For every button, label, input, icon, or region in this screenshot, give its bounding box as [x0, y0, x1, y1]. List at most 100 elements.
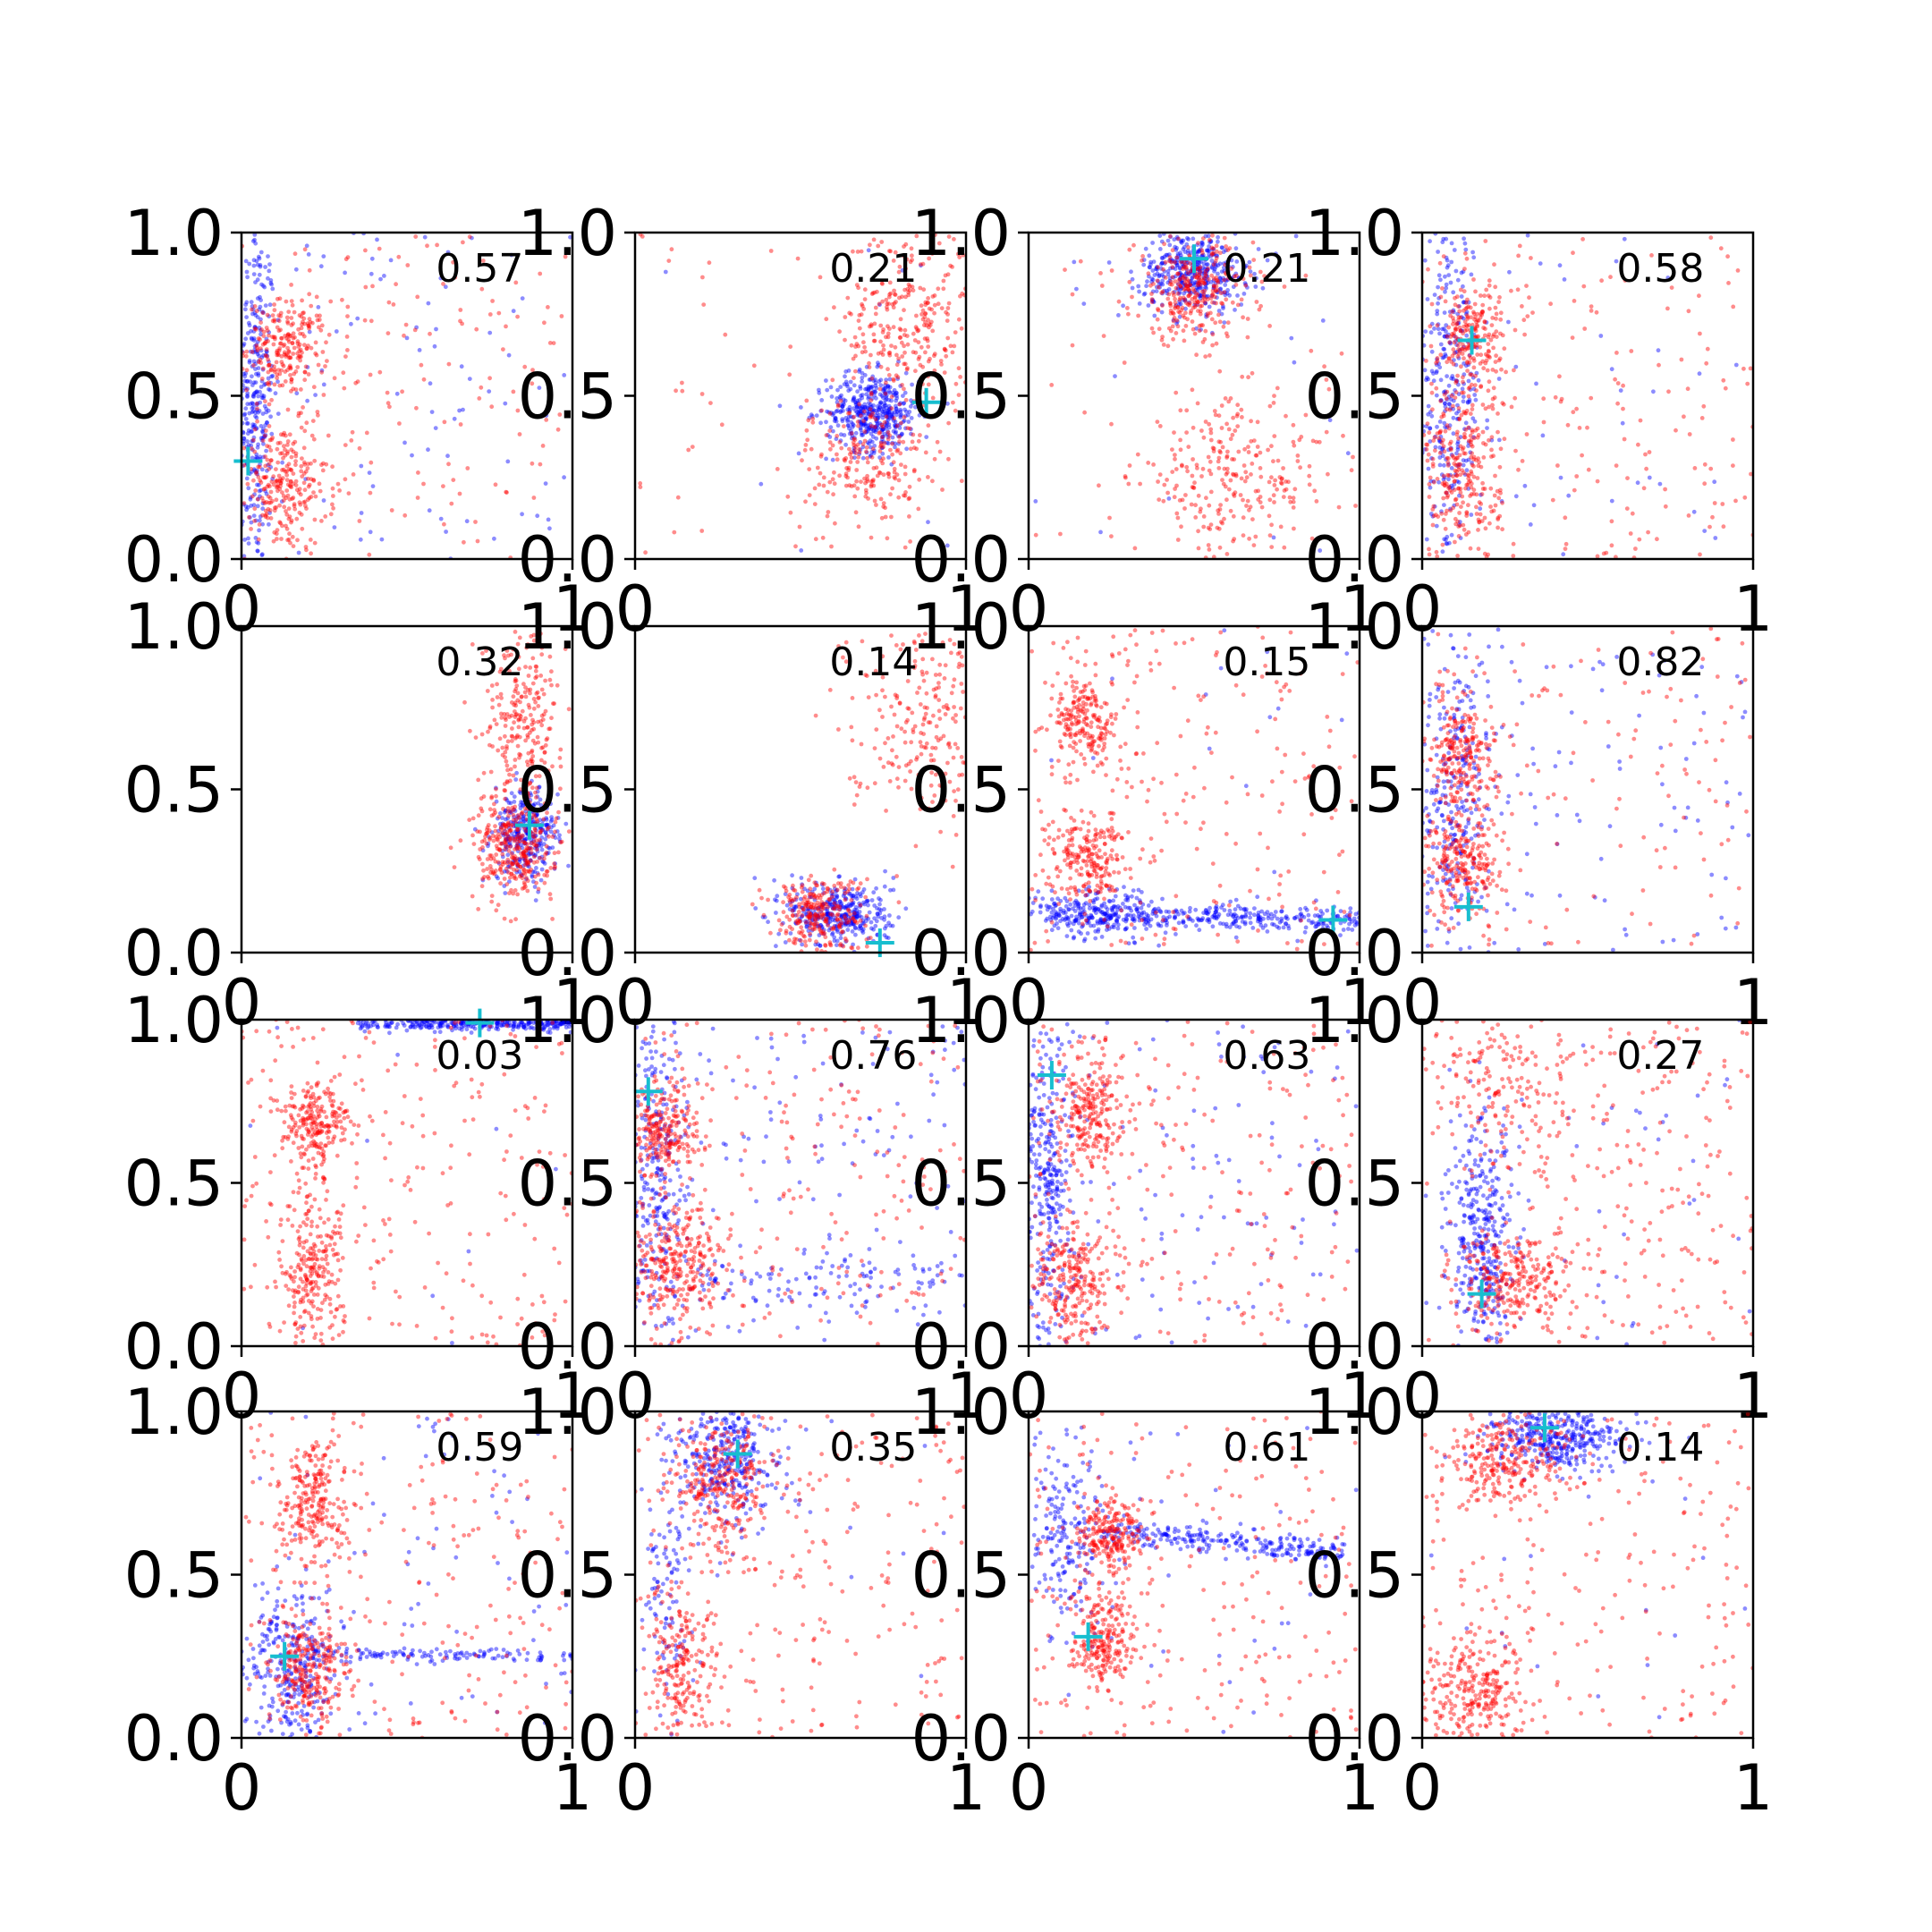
red-point — [1173, 259, 1177, 265]
red-point — [377, 246, 382, 251]
red-point — [941, 286, 946, 292]
red-point — [525, 806, 530, 810]
blue-point — [898, 401, 903, 406]
red-point — [1749, 471, 1753, 477]
red-point — [272, 382, 277, 387]
blue-point — [504, 844, 509, 850]
blue-point — [538, 839, 543, 843]
red-point — [416, 470, 420, 475]
red-point — [1175, 305, 1181, 309]
blue-point — [1197, 284, 1201, 290]
red-point — [1492, 262, 1496, 267]
red-point — [1222, 277, 1226, 283]
red-point — [282, 352, 287, 357]
blue-point — [858, 386, 863, 391]
red-point — [1178, 284, 1183, 289]
blue-point — [546, 823, 551, 827]
y-tick-label: 0.0 — [1305, 523, 1404, 597]
red-point — [1162, 242, 1166, 247]
red-point — [941, 278, 946, 284]
blue-point — [261, 441, 266, 446]
red-point — [1299, 435, 1304, 439]
red-point — [242, 501, 247, 505]
red-point — [1462, 451, 1468, 456]
red-point — [886, 474, 892, 479]
red-point — [504, 490, 509, 495]
blue-point — [1453, 339, 1458, 343]
blue-point — [1158, 261, 1164, 267]
blue-point — [1452, 503, 1457, 508]
red-point — [1196, 241, 1200, 245]
red-point — [1267, 479, 1272, 485]
blue-point — [760, 914, 766, 919]
blue-point — [1195, 302, 1200, 307]
red-point — [900, 294, 904, 300]
blue-point — [534, 843, 539, 849]
red-point — [1513, 395, 1518, 401]
blue-point — [519, 872, 523, 877]
blue-point — [1159, 256, 1165, 260]
blue-point — [1622, 236, 1627, 242]
red-point — [1461, 522, 1466, 528]
red-point — [1478, 315, 1483, 320]
red-point — [267, 362, 272, 368]
red-point — [1219, 403, 1224, 408]
blue-point — [865, 404, 869, 410]
blue-point — [1198, 296, 1203, 301]
blue-point — [843, 911, 849, 917]
red-point — [346, 491, 352, 496]
blue-point — [1446, 462, 1451, 467]
red-point — [881, 445, 886, 450]
red-point — [1453, 497, 1458, 503]
red-point — [848, 460, 853, 464]
red-point — [959, 326, 964, 331]
red-point — [1195, 283, 1200, 288]
red-point — [923, 450, 928, 455]
blue-point — [250, 470, 254, 474]
red-point — [956, 366, 962, 371]
red-point — [269, 397, 274, 402]
blue-point — [1157, 273, 1162, 278]
red-point — [405, 263, 411, 267]
red-point — [460, 321, 464, 326]
red-point — [886, 373, 892, 377]
blue-point — [1171, 318, 1176, 323]
blue-point — [267, 330, 272, 335]
blue-point — [517, 835, 522, 841]
red-point — [1455, 519, 1461, 524]
blue-point — [533, 845, 538, 851]
red-point — [1468, 479, 1473, 484]
red-point — [311, 478, 316, 482]
red-point — [1175, 515, 1181, 521]
red-point — [953, 381, 959, 386]
red-point — [861, 340, 866, 345]
blue-point — [847, 409, 852, 414]
blue-point — [1192, 290, 1198, 295]
blue-point — [878, 400, 884, 404]
red-point — [302, 369, 308, 375]
blue-point — [1540, 433, 1546, 438]
red-point — [517, 835, 522, 841]
blue-point — [840, 403, 845, 409]
blue-point — [886, 422, 892, 428]
red-point — [553, 829, 557, 835]
blue-point — [538, 877, 544, 883]
blue-point — [359, 463, 364, 469]
blue-point — [1205, 293, 1210, 299]
blue-point — [882, 402, 887, 408]
red-point — [871, 478, 876, 482]
blue-point — [527, 851, 532, 856]
red-point — [535, 860, 539, 864]
red-point — [502, 826, 506, 832]
red-point — [903, 266, 908, 271]
red-point — [493, 482, 498, 487]
red-point — [1638, 418, 1643, 423]
blue-point — [663, 269, 668, 275]
red-point — [514, 846, 520, 852]
blue-point — [877, 405, 883, 411]
blue-point — [247, 261, 252, 267]
blue-point — [514, 843, 519, 849]
red-point — [843, 337, 847, 343]
red-point — [1246, 375, 1250, 380]
blue-point — [1452, 248, 1457, 252]
